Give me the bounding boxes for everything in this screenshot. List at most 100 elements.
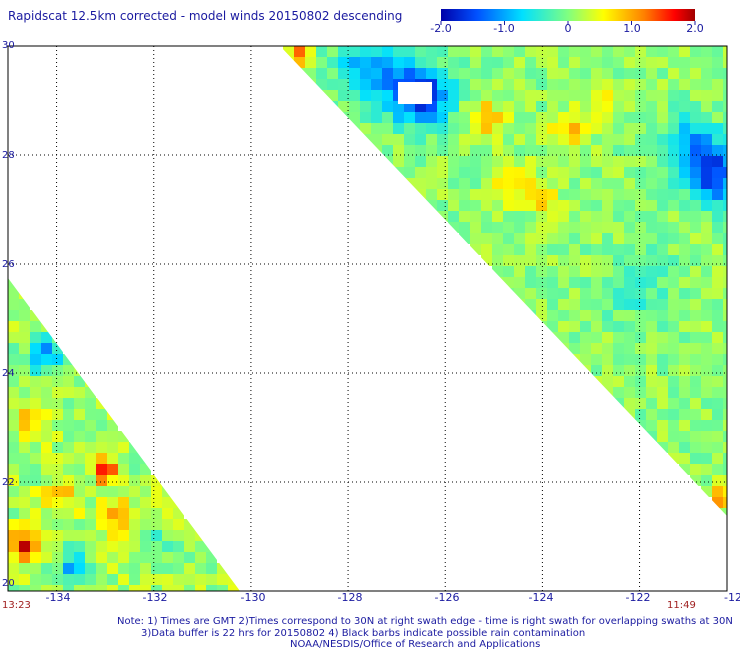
swath-cell bbox=[96, 563, 107, 574]
swath-cell bbox=[558, 233, 569, 244]
swath-cell bbox=[459, 101, 470, 112]
swath-cell bbox=[503, 156, 514, 167]
swath-cell bbox=[173, 552, 184, 563]
swath-cell bbox=[558, 310, 569, 321]
swath-cell bbox=[448, 46, 459, 57]
swath-cell bbox=[129, 497, 140, 508]
swath-cell bbox=[459, 123, 470, 134]
swath-cell bbox=[712, 112, 723, 123]
swath-cell bbox=[679, 178, 690, 189]
swath-cell bbox=[701, 266, 712, 277]
swath-cell bbox=[690, 156, 701, 167]
swath-cell bbox=[448, 211, 459, 222]
swath-cell bbox=[723, 145, 727, 156]
swath-cell bbox=[635, 112, 646, 123]
swath-cell bbox=[668, 68, 679, 79]
swath-cell bbox=[712, 178, 723, 189]
swath-cell bbox=[129, 508, 140, 519]
swath-cell bbox=[569, 354, 580, 365]
swath-cell bbox=[723, 189, 727, 200]
swath-cell bbox=[613, 277, 624, 288]
swath-cell bbox=[668, 90, 679, 101]
swath-cell bbox=[558, 266, 569, 277]
swath-cell bbox=[602, 244, 613, 255]
swath-cell bbox=[635, 156, 646, 167]
swath-cell bbox=[63, 431, 74, 442]
swath-cell bbox=[85, 420, 96, 431]
swath-cell bbox=[668, 112, 679, 123]
swath-cell bbox=[85, 475, 96, 486]
swath-cell bbox=[657, 365, 668, 376]
swath-cell bbox=[624, 90, 635, 101]
swath-cell bbox=[723, 266, 727, 277]
swath-cell bbox=[701, 365, 712, 376]
swath-cell bbox=[96, 431, 107, 442]
swath-cell bbox=[52, 420, 63, 431]
swath-cell bbox=[360, 46, 371, 57]
swath-cell bbox=[195, 563, 206, 574]
swath-cell bbox=[426, 134, 437, 145]
swath-cell bbox=[690, 475, 701, 486]
swath-cell bbox=[437, 156, 448, 167]
swath-cell bbox=[558, 200, 569, 211]
swath-cell bbox=[679, 453, 690, 464]
swath-cell bbox=[591, 266, 602, 277]
swath-cell bbox=[723, 464, 727, 475]
swath-cell bbox=[624, 200, 635, 211]
swath-cell bbox=[492, 46, 503, 57]
swath-cell bbox=[492, 178, 503, 189]
swath-cell bbox=[613, 343, 624, 354]
swath-cell bbox=[690, 57, 701, 68]
swath-cell bbox=[470, 68, 481, 79]
swath-cell bbox=[118, 497, 129, 508]
swath-cell bbox=[668, 288, 679, 299]
swath-cell bbox=[679, 321, 690, 332]
swath-cell bbox=[701, 288, 712, 299]
swath-cell bbox=[580, 57, 591, 68]
swath-cell bbox=[646, 277, 657, 288]
swath-cell bbox=[52, 541, 63, 552]
swath-cell bbox=[8, 376, 19, 387]
swath-cell bbox=[690, 79, 701, 90]
swath-cell bbox=[514, 233, 525, 244]
swath-cell bbox=[635, 222, 646, 233]
swath-cell bbox=[613, 211, 624, 222]
swath-cell bbox=[569, 145, 580, 156]
swath-cell bbox=[668, 310, 679, 321]
swath-cell bbox=[624, 167, 635, 178]
swath-cell bbox=[701, 134, 712, 145]
swath-cell bbox=[30, 585, 41, 591]
swath-cell bbox=[723, 46, 727, 57]
swath-cell bbox=[305, 46, 316, 57]
swath-time-left: 13:23 bbox=[2, 600, 31, 611]
swath-cell bbox=[85, 541, 96, 552]
swath-cell bbox=[459, 167, 470, 178]
swath-cell bbox=[481, 68, 492, 79]
swath-cell bbox=[481, 145, 492, 156]
swath-cell bbox=[668, 420, 679, 431]
swath-cell bbox=[382, 123, 393, 134]
swath-cell bbox=[668, 211, 679, 222]
swath-cell bbox=[690, 431, 701, 442]
swath-cell bbox=[613, 145, 624, 156]
swath-cell bbox=[690, 277, 701, 288]
swath-cell bbox=[712, 255, 723, 266]
swath-cell bbox=[624, 343, 635, 354]
swath-cell bbox=[723, 112, 727, 123]
swath-cell bbox=[624, 233, 635, 244]
swath-cell bbox=[107, 431, 118, 442]
swath-cell bbox=[712, 442, 723, 453]
swath-cell bbox=[173, 585, 184, 591]
swath-cell bbox=[30, 552, 41, 563]
swath-cell bbox=[580, 343, 591, 354]
swath-cell bbox=[96, 398, 107, 409]
swath-cell bbox=[591, 365, 602, 376]
swath-cell bbox=[107, 574, 118, 585]
swath-cell bbox=[602, 79, 613, 90]
swath-cell bbox=[481, 200, 492, 211]
swath-cell bbox=[85, 530, 96, 541]
swath-cell bbox=[448, 57, 459, 68]
swath-cell bbox=[701, 200, 712, 211]
swath-cell bbox=[668, 365, 679, 376]
swath-cell bbox=[52, 442, 63, 453]
